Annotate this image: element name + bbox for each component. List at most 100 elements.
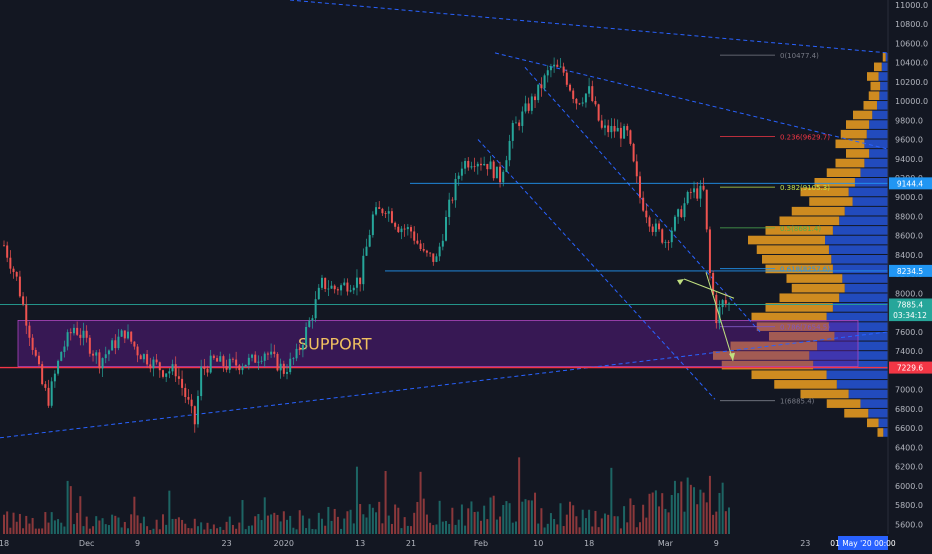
candle-body[interactable] (654, 223, 657, 232)
bearish-projection-arrow[interactable] (705, 272, 734, 361)
candle-body[interactable] (241, 366, 244, 371)
candle-body[interactable] (101, 358, 104, 369)
candle-body[interactable] (117, 336, 120, 349)
candle-body[interactable] (209, 355, 212, 373)
candle-body[interactable] (263, 353, 266, 361)
candle-body[interactable] (25, 304, 28, 326)
candle-body[interactable] (505, 160, 508, 172)
candle-body[interactable] (724, 300, 727, 304)
candle-body[interactable] (705, 189, 708, 230)
candle-body[interactable] (177, 376, 180, 379)
candle-body[interactable] (53, 373, 56, 382)
candle-body[interactable] (168, 371, 171, 374)
candle-body[interactable] (492, 161, 495, 179)
candle-body[interactable] (562, 66, 565, 73)
candle-body[interactable] (435, 256, 438, 262)
candle-body[interactable] (629, 130, 632, 144)
candle-body[interactable] (438, 246, 441, 257)
candle-body[interactable] (60, 351, 63, 361)
candle-body[interactable] (467, 160, 470, 168)
candle-body[interactable] (658, 223, 661, 230)
candle-body[interactable] (50, 381, 53, 406)
candle-body[interactable] (457, 175, 460, 179)
candle-body[interactable] (664, 242, 667, 243)
candle-body[interactable] (336, 289, 339, 291)
candle-body[interactable] (130, 331, 133, 342)
candle-body[interactable] (721, 300, 724, 308)
candle-body[interactable] (301, 344, 304, 351)
candle-body[interactable] (349, 290, 352, 292)
candle-body[interactable] (161, 370, 164, 377)
candle-body[interactable] (155, 359, 158, 363)
candle-body[interactable] (464, 160, 467, 169)
candle-body[interactable] (603, 125, 606, 128)
candle-body[interactable] (619, 127, 622, 139)
candle-body[interactable] (139, 355, 142, 360)
candle-body[interactable] (686, 191, 689, 204)
candle-body[interactable] (314, 299, 317, 319)
candle-body[interactable] (410, 227, 413, 232)
candle-body[interactable] (594, 101, 597, 105)
candle-body[interactable] (575, 98, 578, 104)
candle-body[interactable] (174, 364, 177, 377)
candle-body[interactable] (181, 378, 184, 388)
candle-body[interactable] (683, 203, 686, 218)
candle-body[interactable] (92, 353, 95, 356)
candle-body[interactable] (295, 348, 298, 359)
candle-body[interactable] (530, 96, 533, 111)
candle-body[interactable] (569, 84, 572, 91)
candle-body[interactable] (626, 126, 629, 131)
candle-body[interactable] (422, 249, 425, 251)
candle-body[interactable] (499, 166, 502, 183)
candle-body[interactable] (600, 120, 603, 128)
candle-body[interactable] (371, 214, 374, 236)
candle-body[interactable] (317, 287, 320, 300)
candle-body[interactable] (419, 243, 422, 250)
candle-body[interactable] (63, 346, 66, 352)
candle-body[interactable] (257, 361, 260, 363)
candle-body[interactable] (387, 211, 390, 214)
candle-body[interactable] (254, 354, 257, 363)
candle-body[interactable] (343, 282, 346, 286)
candle-body[interactable] (451, 199, 454, 201)
candle-body[interactable] (677, 209, 680, 217)
candle-body[interactable] (320, 277, 323, 288)
candle-body[interactable] (454, 178, 457, 201)
candle-body[interactable] (187, 396, 190, 400)
candle-body[interactable] (375, 207, 378, 215)
candle-body[interactable] (445, 217, 447, 241)
candle-body[interactable] (645, 210, 648, 218)
candle-body[interactable] (114, 340, 117, 349)
candle-body[interactable] (57, 360, 60, 374)
candle-body[interactable] (327, 288, 330, 290)
candle-body[interactable] (537, 84, 540, 101)
candle-body[interactable] (524, 103, 527, 112)
candle-body[interactable] (403, 228, 406, 230)
candle-body[interactable] (308, 320, 311, 327)
candle-body[interactable] (368, 235, 371, 247)
candle-body[interactable] (400, 228, 403, 233)
candle-body[interactable] (279, 363, 282, 371)
candle-body[interactable] (82, 330, 85, 338)
candle-body[interactable] (429, 252, 432, 254)
candle-body[interactable] (136, 346, 139, 356)
candle-body[interactable] (521, 111, 524, 126)
candle-body[interactable] (22, 296, 25, 305)
candle-body[interactable] (273, 351, 276, 354)
candle-body[interactable] (222, 356, 225, 367)
candle-body[interactable] (578, 103, 581, 105)
candle-body[interactable] (104, 354, 107, 359)
channel-lower-line[interactable] (477, 139, 716, 400)
candle-body[interactable] (527, 103, 530, 111)
candle-body[interactable] (12, 268, 15, 272)
candle-body[interactable] (231, 358, 234, 360)
support-zone[interactable] (17, 319, 859, 367)
candle-body[interactable] (111, 340, 114, 351)
candle-body[interactable] (260, 360, 263, 362)
candle-body[interactable] (476, 163, 479, 167)
candle-body[interactable] (607, 125, 610, 133)
candle-body[interactable] (34, 349, 37, 356)
resistance-trendline-upper[interactable] (289, 0, 889, 54)
candle-body[interactable] (632, 143, 635, 162)
